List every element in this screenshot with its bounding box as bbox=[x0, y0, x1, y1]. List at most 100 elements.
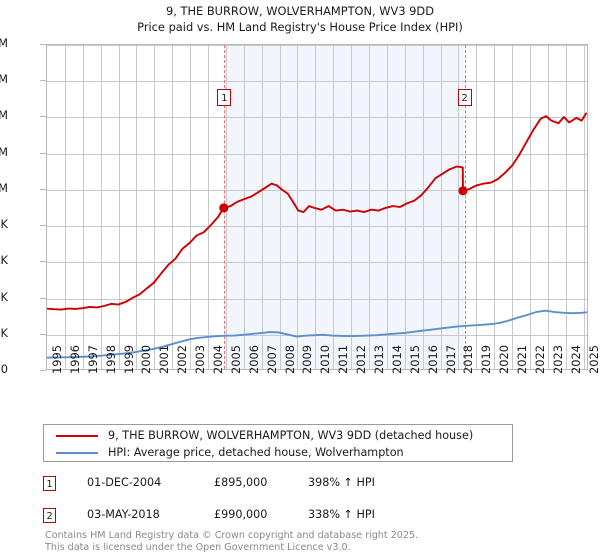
gridline-vertical bbox=[565, 45, 567, 369]
x-axis-label: 2024 bbox=[568, 345, 583, 374]
y-axis-tick bbox=[40, 297, 46, 299]
legend-label-property: 9, THE BURROW, WOLVERHAMPTON, WV3 9DD (d… bbox=[108, 429, 474, 442]
legend-label-hpi: HPI: Average price, detached house, Wolv… bbox=[108, 446, 404, 459]
gridline-vertical bbox=[494, 45, 496, 369]
sale-point-marker[interactable] bbox=[458, 186, 468, 196]
gridline-horizontal bbox=[47, 45, 587, 46]
x-axis-label: 2021 bbox=[515, 345, 530, 374]
page-title: 9, THE BURROW, WOLVERHAMPTON, WV3 9DD Pr… bbox=[0, 3, 600, 35]
series-lines bbox=[47, 112, 587, 359]
gridline-vertical bbox=[207, 45, 209, 369]
sale-date: 03-MAY-2018 bbox=[87, 508, 160, 521]
x-axis-label: 1998 bbox=[103, 345, 118, 374]
y-axis-tick bbox=[40, 333, 46, 335]
gridline-vertical bbox=[136, 45, 138, 369]
sale-index-badge: 1 bbox=[43, 476, 56, 491]
x-axis-label: 2014 bbox=[389, 345, 404, 374]
y-axis-tick bbox=[40, 370, 46, 371]
gridline-vertical bbox=[100, 45, 102, 369]
gridline-vertical bbox=[440, 45, 442, 369]
gridline-vertical bbox=[422, 45, 424, 369]
sale-hpi-delta: 338% ↑ HPI bbox=[308, 508, 375, 521]
gridline-horizontal bbox=[47, 189, 587, 191]
sale-index-badge: 2 bbox=[43, 508, 56, 523]
sale-date: 01-DEC-2004 bbox=[87, 476, 162, 489]
legend-swatch-property bbox=[56, 434, 98, 437]
gridline-vertical bbox=[529, 45, 531, 369]
title-line-1: 9, THE BURROW, WOLVERHAMPTON, WV3 9DD bbox=[166, 4, 434, 18]
x-axis-label: 2003 bbox=[193, 345, 208, 374]
event-marker-label[interactable]: 2 bbox=[457, 89, 472, 106]
x-axis-label: 2018 bbox=[461, 345, 476, 374]
event-marker-label[interactable]: 1 bbox=[217, 89, 232, 106]
gridline-vertical bbox=[458, 45, 460, 369]
y-axis-tick bbox=[40, 44, 46, 45]
footer-line-2: This data is licensed under the Open Gov… bbox=[45, 541, 351, 553]
sale-price: £895,000 bbox=[214, 476, 268, 489]
gridline-vertical bbox=[333, 45, 335, 369]
sale-price: £990,000 bbox=[214, 508, 268, 521]
gridline-horizontal bbox=[47, 81, 587, 83]
x-axis-label: 2004 bbox=[210, 345, 225, 374]
x-axis-label: 2006 bbox=[246, 345, 261, 374]
gridline-vertical bbox=[368, 45, 370, 369]
gridline-horizontal bbox=[47, 153, 587, 155]
y-axis-label: £0 bbox=[0, 362, 8, 376]
gridline-vertical bbox=[261, 45, 263, 369]
gridline-vertical bbox=[82, 45, 84, 369]
x-axis-label: 1996 bbox=[67, 345, 82, 374]
legend-item-hpi: HPI: Average price, detached house, Wolv… bbox=[44, 443, 404, 462]
y-axis-tick bbox=[40, 152, 46, 154]
x-axis-label: 2007 bbox=[264, 345, 279, 374]
sale-row: 1 01-DEC-2004 £895,000 398% ↑ HPI bbox=[43, 476, 563, 496]
x-axis-label: 1999 bbox=[121, 345, 136, 374]
gridline-vertical bbox=[172, 45, 174, 369]
x-axis-label: 2017 bbox=[443, 345, 458, 374]
y-axis-label: £1.8M bbox=[0, 36, 8, 50]
y-axis-label: £1M bbox=[0, 180, 8, 195]
x-axis-label: 2011 bbox=[336, 345, 351, 374]
x-axis-label: 2022 bbox=[532, 345, 547, 374]
y-axis-tick bbox=[40, 116, 46, 118]
x-axis-label: 2019 bbox=[479, 345, 494, 374]
title-line-2: Price paid vs. HM Land Registry's House … bbox=[137, 20, 463, 34]
chart-legend: 9, THE BURROW, WOLVERHAMPTON, WV3 9DD (d… bbox=[43, 424, 513, 462]
x-axis-label: 2023 bbox=[550, 345, 565, 374]
x-axis-label: 1997 bbox=[85, 345, 100, 374]
x-axis-label: 1995 bbox=[50, 345, 64, 374]
y-axis-tick bbox=[40, 80, 46, 82]
y-axis-label: £600K bbox=[0, 253, 8, 268]
gridline-vertical bbox=[279, 45, 281, 369]
x-axis-label: 2000 bbox=[139, 345, 154, 374]
y-axis-label: £400K bbox=[0, 289, 8, 304]
gridline-vertical bbox=[190, 45, 192, 369]
x-axis-label: 2010 bbox=[318, 345, 333, 374]
highlight-band bbox=[224, 45, 465, 369]
series-line-property bbox=[47, 112, 587, 311]
gridline-vertical bbox=[351, 45, 353, 369]
sale-point-marker[interactable] bbox=[219, 203, 229, 213]
footer-attribution: Contains HM Land Registry data © Crown c… bbox=[45, 530, 585, 553]
x-axis-label: 2020 bbox=[497, 345, 512, 374]
footer-line-1: Contains HM Land Registry data © Crown c… bbox=[45, 530, 419, 541]
event-vertical-line bbox=[464, 45, 467, 369]
y-axis-label: £1.2M bbox=[0, 144, 8, 159]
gridline-horizontal bbox=[47, 117, 587, 119]
gridline-horizontal bbox=[47, 262, 587, 264]
legend-item-property: 9, THE BURROW, WOLVERHAMPTON, WV3 9DD (d… bbox=[44, 426, 473, 445]
gridline-vertical bbox=[583, 45, 585, 369]
gridline-vertical bbox=[118, 45, 120, 369]
y-axis-label: £1.4M bbox=[0, 108, 8, 123]
series-line-hpi bbox=[47, 309, 587, 359]
gridline-vertical bbox=[243, 45, 245, 369]
gridline-vertical bbox=[297, 45, 299, 369]
y-axis-label: £800K bbox=[0, 217, 8, 232]
x-axis-label: 2016 bbox=[425, 345, 440, 374]
y-axis-tick bbox=[40, 188, 46, 190]
legend-swatch-hpi bbox=[56, 451, 98, 454]
y-axis-tick bbox=[40, 261, 46, 263]
gridline-vertical bbox=[404, 45, 406, 369]
sale-hpi-delta: 398% ↑ HPI bbox=[308, 476, 375, 489]
